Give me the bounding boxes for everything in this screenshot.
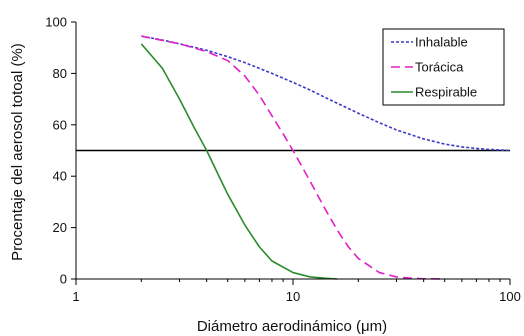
y-tick-label: 40	[53, 169, 67, 184]
x-axis-label: Diámetro aerodinámico (μm)	[197, 318, 387, 335]
series-line-respirable	[140, 43, 338, 280]
y-tick-label: 20	[53, 220, 67, 235]
y-tick-label: 100	[45, 15, 67, 30]
x-tick-label: 100	[499, 289, 521, 304]
y-tick-label: 60	[53, 117, 67, 132]
series-line-torcica	[141, 35, 445, 280]
x-tick-label: 10	[286, 289, 300, 304]
x-tick-label: 1	[72, 289, 79, 304]
axes: 0 20 40 60 80 100 1 10 100	[45, 15, 521, 305]
y-tick-label: 0	[60, 272, 67, 287]
legend: Inhalable Torácica Respirable	[382, 28, 505, 106]
y-tick-label: 80	[53, 66, 67, 81]
legend-label: Inhalable	[415, 35, 468, 50]
y-axis-label: Procentaje del aerosol totoal (%)	[9, 43, 26, 261]
legend-label: Torácica	[415, 60, 464, 75]
series-line-inhalable	[141, 35, 511, 152]
plot-lines	[76, 35, 511, 280]
legend-label: Respirable	[415, 85, 477, 100]
